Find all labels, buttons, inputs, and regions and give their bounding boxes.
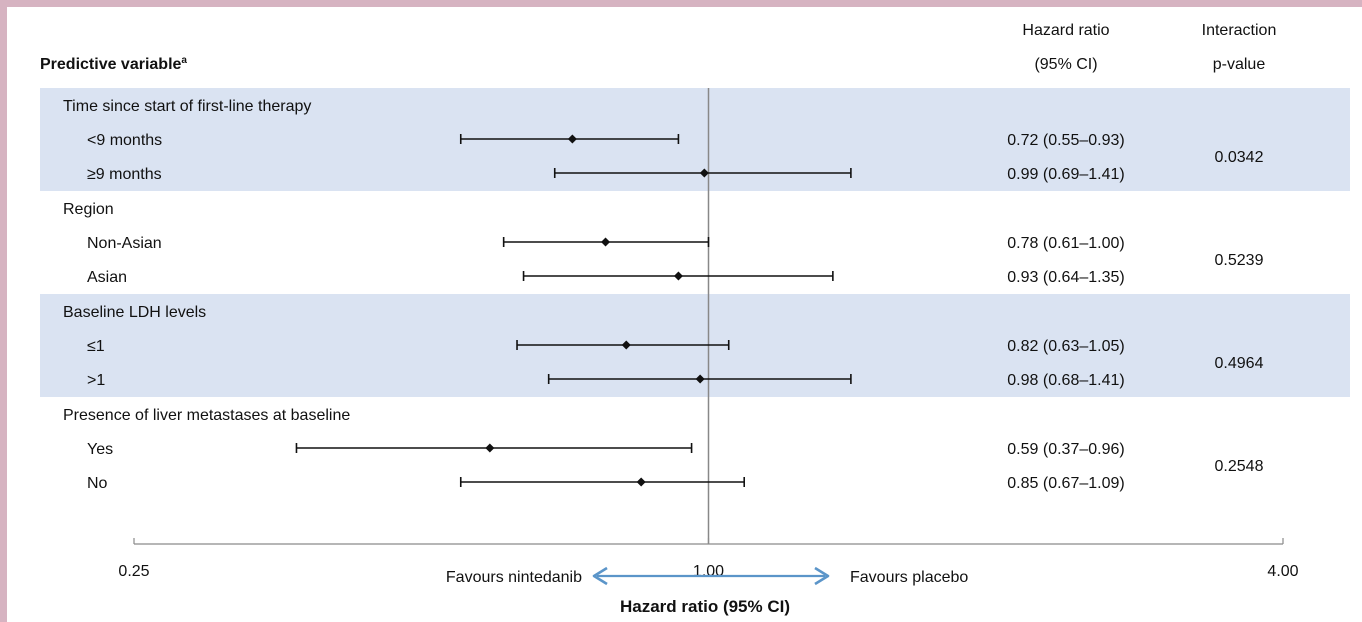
hr-point xyxy=(699,168,709,178)
subgroup-label: Non-Asian xyxy=(87,235,162,252)
figure-panel: Predictive variablea Hazard ratio (95% C… xyxy=(7,7,1362,622)
header-p-line1: Interaction xyxy=(1202,22,1277,39)
hr-ci-value: 0.59 (0.37–0.96) xyxy=(1007,441,1124,458)
hr-ci-value: 0.82 (0.63–1.05) xyxy=(1007,338,1124,355)
group-label: Presence of liver metastases at baseline xyxy=(63,407,350,424)
group-label: Time since start of first-line therapy xyxy=(63,98,311,115)
favours-arrow xyxy=(592,566,830,586)
header-variable-superscript: a xyxy=(181,55,187,66)
x-axis-title: Hazard ratio (95% CI) xyxy=(620,597,790,616)
interaction-p-value: 0.0342 xyxy=(1215,149,1264,166)
hr-point xyxy=(695,374,705,384)
x-axis: 0.25 1.00 4.00 xyxy=(118,538,1299,580)
arrow-head-right xyxy=(814,566,830,586)
x-tick-label: 1.00 xyxy=(693,563,724,580)
hr-point xyxy=(636,477,646,487)
header-p-line2: p-value xyxy=(1213,56,1266,73)
x-tick-label: 4.00 xyxy=(1267,563,1298,580)
subgroup-label: <9 months xyxy=(87,132,162,149)
hr-ci-value: 0.78 (0.61–1.00) xyxy=(1007,235,1124,252)
hr-point xyxy=(673,271,683,281)
x-tick-label: 0.25 xyxy=(118,563,149,580)
subgroup-label: Asian xyxy=(87,269,127,286)
subgroup-label: ≥9 months xyxy=(87,166,162,183)
hr-point xyxy=(621,340,631,350)
interaction-p-value: 0.2548 xyxy=(1215,458,1264,475)
forest-plot: Predictive variablea Hazard ratio (95% C… xyxy=(40,22,1350,616)
hr-point xyxy=(567,134,577,144)
header-hr-line2: (95% CI) xyxy=(1034,56,1097,73)
arrow-head-left xyxy=(592,566,608,586)
subgroup-label: >1 xyxy=(87,372,105,389)
group-label: Region xyxy=(63,201,114,218)
subgroup-label: ≤1 xyxy=(87,338,105,355)
interaction-p-value: 0.4964 xyxy=(1215,355,1264,372)
favours-left-label: Favours nintedanib xyxy=(446,569,582,586)
hr-ci-value: 0.85 (0.67–1.09) xyxy=(1007,475,1124,492)
header-variable: Predictive variablea xyxy=(40,55,187,73)
hr-ci-value: 0.99 (0.69–1.41) xyxy=(1007,166,1124,183)
hr-point xyxy=(601,237,611,247)
favours-right-label: Favours placebo xyxy=(850,569,968,586)
interaction-p-value: 0.5239 xyxy=(1215,252,1264,269)
forest-rows: Time since start of first-line therapy <9… xyxy=(63,98,1264,492)
header-hr-line1: Hazard ratio xyxy=(1022,22,1109,39)
header-variable-text: Predictive variable xyxy=(40,56,182,73)
hr-ci-value: 0.72 (0.55–0.93) xyxy=(1007,132,1124,149)
subgroup-label: Yes xyxy=(87,441,113,458)
hr-ci-value: 0.98 (0.68–1.41) xyxy=(1007,372,1124,389)
subgroup-label: No xyxy=(87,475,108,492)
group-label: Baseline LDH levels xyxy=(63,304,206,321)
group-band xyxy=(40,88,1350,191)
hr-point xyxy=(485,443,495,453)
hr-ci-value: 0.93 (0.64–1.35) xyxy=(1007,269,1124,286)
